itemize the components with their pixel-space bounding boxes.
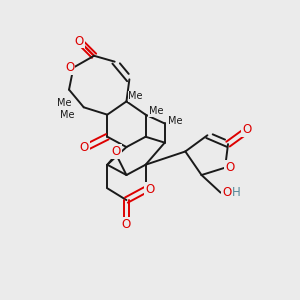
Text: O: O <box>75 34 84 48</box>
Text: H: H <box>232 186 241 199</box>
Text: Me: Me <box>148 106 163 116</box>
Text: O: O <box>80 141 89 154</box>
Text: Me: Me <box>60 110 75 120</box>
Text: O: O <box>146 183 154 196</box>
Text: O: O <box>112 145 121 158</box>
Text: O: O <box>242 124 251 136</box>
Text: O: O <box>122 218 131 231</box>
Text: Me: Me <box>168 116 182 126</box>
Text: Me: Me <box>128 91 142 101</box>
Text: Me: Me <box>57 98 72 108</box>
Text: O: O <box>225 161 234 174</box>
Text: O: O <box>65 61 74 74</box>
Text: O: O <box>222 186 231 199</box>
